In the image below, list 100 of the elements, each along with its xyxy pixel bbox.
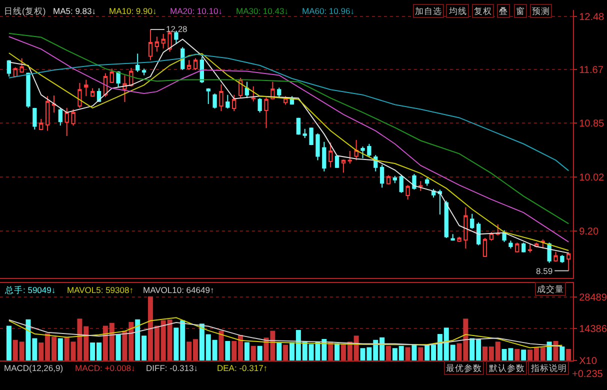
candlestick: [116, 70, 120, 88]
annotation: 均线: [448, 6, 467, 16]
bar: [283, 344, 288, 360]
candlestick: [20, 58, 24, 74]
candlestick: [296, 117, 300, 136]
candlestick: [26, 72, 30, 108]
candlestick: [367, 143, 372, 158]
candlestick: [39, 118, 44, 131]
candlestick: [32, 107, 37, 130]
bar: [116, 334, 121, 360]
bar: [257, 346, 262, 360]
text: MAVOL10: 64649↑: [143, 285, 214, 295]
candlestick: [496, 224, 500, 236]
candlestick: [450, 234, 455, 242]
bar: [58, 338, 63, 360]
candlestick: [341, 159, 346, 174]
y-tick-label: 11.67: [579, 64, 604, 76]
candlestick: [316, 132, 320, 161]
bar: [412, 344, 417, 360]
y-tick-label: 10.85: [579, 118, 605, 130]
candlestick: [380, 164, 384, 188]
bar: [553, 340, 558, 360]
candlestick: [515, 242, 520, 253]
annotation: 叠: [499, 6, 508, 16]
candlestick: [64, 107, 69, 137]
annotation: 12.28: [166, 24, 188, 34]
y-tick-label: 28489: [579, 292, 607, 304]
candlestick: [502, 230, 506, 242]
candlestick: [122, 74, 127, 103]
bar: [386, 346, 391, 360]
bar: [6, 326, 12, 360]
text: MAVOL5: 59308↑: [67, 285, 134, 295]
candlestick: [354, 139, 358, 161]
candlestick: [418, 180, 423, 192]
y-tick-label: 9.20: [579, 226, 600, 238]
y-tick-label: 12.48: [579, 12, 605, 23]
line-series: [8, 54, 570, 172]
candlestick: [444, 200, 448, 239]
candlestick: [244, 81, 250, 99]
bar: [566, 348, 572, 360]
candlestick: [142, 68, 146, 76]
candlestick: [71, 108, 76, 126]
candlestick: [277, 87, 282, 98]
candlestick: [554, 251, 558, 262]
candlestick: [52, 94, 56, 113]
chart-title: 日线(复权): [4, 6, 46, 16]
candlestick: [470, 213, 474, 230]
candlestick: [522, 242, 526, 253]
candlestick: [406, 184, 410, 200]
candlestick: [161, 34, 166, 49]
candlestick: [200, 56, 204, 84]
candlestick: [360, 146, 365, 159]
candlestick: [386, 174, 391, 185]
candlestick: [438, 189, 442, 215]
candlestick: [457, 236, 462, 242]
candlestick: [399, 174, 404, 194]
candlestick: [392, 175, 397, 184]
candlestick: [206, 88, 210, 104]
text: MA30: 10.43↓: [236, 6, 288, 16]
bar: [276, 342, 282, 360]
candlestick: [482, 238, 488, 258]
bar: [546, 342, 552, 360]
annotation: 成交量: [537, 284, 564, 294]
bar: [418, 347, 424, 360]
candlestick: [476, 222, 481, 246]
candlestick: [90, 88, 95, 98]
candlestick: [560, 254, 564, 264]
text: MA60: 10.96↓: [302, 6, 354, 16]
candlestick: [219, 84, 224, 112]
candlestick: [186, 60, 192, 70]
text: MACD(12,26,9): [4, 363, 64, 373]
bar: [405, 347, 410, 360]
candlestick: [212, 93, 217, 110]
annotation: 窗: [516, 6, 525, 16]
text: DEA: -0.317↑: [217, 363, 268, 373]
annotation: 预测: [532, 6, 550, 16]
candlestick: [251, 86, 256, 102]
candlestick: [528, 243, 532, 253]
candlestick: [148, 28, 153, 61]
candlestick: [566, 252, 571, 272]
text: 指标说明: [530, 363, 567, 373]
candlestick: [412, 173, 416, 190]
candlestick: [508, 240, 513, 249]
bar: [244, 342, 250, 360]
annotation: 加自选: [415, 6, 442, 16]
text: MA20: 10.10↓: [170, 6, 222, 16]
candlestick: [258, 98, 262, 113]
candlestick: [154, 36, 159, 52]
candlestick: [136, 53, 140, 72]
text: 最优参数: [446, 363, 482, 373]
candlestick: [226, 94, 230, 110]
bar: [521, 350, 526, 360]
y-tick-label: X10: [579, 356, 598, 367]
y-tick-label: 14386: [579, 324, 607, 335]
text: MA5: 9.83↓: [53, 6, 96, 16]
text: MA10: 9.90↓: [109, 6, 157, 16]
text: MACD: +0.008↓: [75, 363, 136, 373]
candlestick: [348, 150, 352, 164]
bar: [218, 330, 224, 360]
bar: [250, 346, 256, 360]
